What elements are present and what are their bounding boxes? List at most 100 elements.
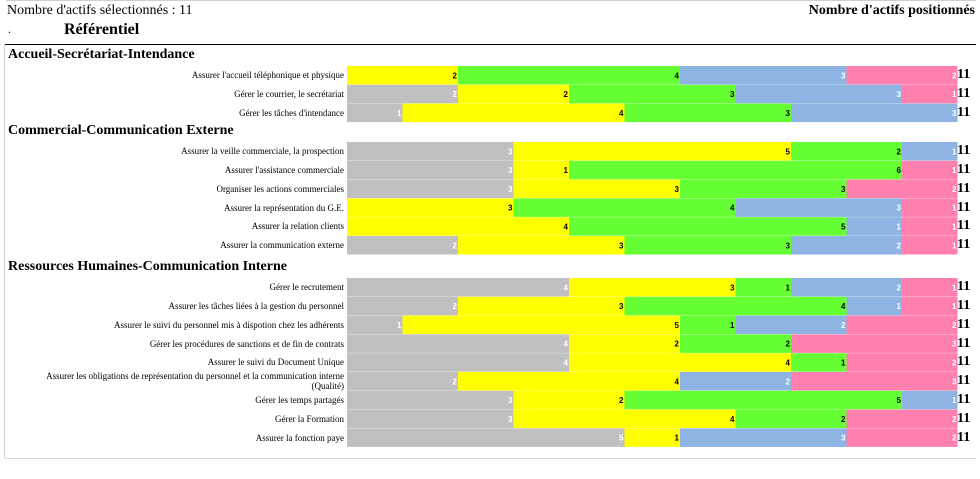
bar-segment-yellow <box>347 217 569 236</box>
value-label: 3 <box>508 396 513 405</box>
row-total: 11 <box>957 143 971 159</box>
row-label: Assurer le suivi du personnel mis à disp… <box>114 319 344 330</box>
bar-segment-gray <box>347 409 514 429</box>
bar-segment-blue <box>902 390 958 410</box>
bar-segment-yellow <box>513 160 569 180</box>
value-label: 3 <box>786 241 791 250</box>
value-label: 4 <box>564 340 569 349</box>
row-total: 11 <box>957 354 971 370</box>
value-label: 2 <box>897 241 902 250</box>
value-label: 2 <box>453 377 458 386</box>
value-label: 2 <box>952 321 957 330</box>
value-label: 3 <box>897 90 902 99</box>
bar-segment-yellow <box>458 84 569 104</box>
value-label: 2 <box>453 90 458 99</box>
bar-segment-yellow <box>569 334 680 353</box>
value-label: 4 <box>564 283 569 292</box>
value-label: 3 <box>841 185 846 194</box>
bar-segment-gray <box>347 315 403 335</box>
value-label: 1 <box>952 166 957 175</box>
row-total: 11 <box>957 298 971 314</box>
bar-segment-gray <box>347 142 514 161</box>
bar-segment-pink <box>902 278 958 297</box>
row-label: Gérer le courrier, le secrétariat <box>234 89 344 100</box>
row-total: 11 <box>957 218 971 234</box>
row-label: Gérer les procédures de sanctions et de … <box>149 338 344 349</box>
row-total: 11 <box>957 410 971 426</box>
value-label: 0 <box>342 222 347 231</box>
bar-segment-yellow <box>513 179 680 199</box>
bar-segment-green <box>680 179 847 199</box>
section-title: Ressources Humaines-Communication Intern… <box>8 259 287 274</box>
value-label: 2 <box>453 302 458 311</box>
top-rule <box>6 0 976 1</box>
value-label: 4 <box>564 358 569 367</box>
bar-segment-pink <box>902 84 958 104</box>
bar-segment-gray <box>347 353 569 372</box>
bar-segment-pink <box>902 198 958 217</box>
row-total: 11 <box>957 373 971 389</box>
bar-segment-green <box>624 236 791 255</box>
row-total: 11 <box>957 104 971 120</box>
bar-segment-blue <box>846 217 902 236</box>
value-label: 3 <box>730 90 735 99</box>
bar-segment-yellow <box>402 103 625 123</box>
bar-segment-gray <box>347 372 458 391</box>
value-label: 4 <box>730 415 735 424</box>
bar-segment-yellow <box>458 372 680 391</box>
value-label: 4 <box>564 222 569 231</box>
row-label: Assurer la communication externe <box>220 240 344 251</box>
value-label: 5 <box>675 321 680 330</box>
bar-segment-green <box>513 198 736 217</box>
value-label: 3 <box>841 71 846 80</box>
value-label: 1 <box>897 302 902 311</box>
row-label: Assurer l'assistance commerciale <box>224 165 344 176</box>
value-label: 3 <box>508 415 513 424</box>
value-label: 5 <box>786 147 791 156</box>
bar-segment-pink <box>846 179 958 199</box>
value-label: 2 <box>619 396 624 405</box>
row-total: 11 <box>957 86 971 102</box>
bar-segment-green <box>569 217 847 236</box>
value-label: 0 <box>342 71 347 80</box>
bar-segment-green <box>791 353 847 372</box>
value-label: 3 <box>786 109 791 118</box>
value-label: 2 <box>786 377 791 386</box>
bar-segment-gray <box>347 179 514 199</box>
bar-segment-gray <box>347 334 569 353</box>
value-label: 3 <box>952 109 957 118</box>
bar-segment-gray <box>347 278 569 297</box>
bar-segment-pink <box>846 66 958 85</box>
value-label: 1 <box>841 358 846 367</box>
row-label: Assurer la relation clients <box>251 221 344 232</box>
row-label: Assurer les obligations de représentatio… <box>46 371 344 392</box>
bar-segment-yellow <box>513 142 791 161</box>
value-label: 1 <box>786 283 791 292</box>
value-label: 2 <box>675 340 680 349</box>
header-divider <box>4 44 976 45</box>
bar-segment-pink <box>846 409 958 429</box>
bar-segment-green <box>624 103 791 123</box>
value-label: 3 <box>952 377 957 386</box>
value-label: 4 <box>619 109 624 118</box>
row-total: 11 <box>957 429 971 445</box>
row-label: Assurer la représentation du G.E. <box>224 202 344 213</box>
value-label: 3 <box>675 185 680 194</box>
bar-segment-green <box>791 142 902 161</box>
row-label: Assurer le suivi du Document Unique <box>207 357 344 368</box>
row-label: Gérer les temps partagés <box>255 395 344 406</box>
row-total: 11 <box>957 392 971 408</box>
value-label: 2 <box>786 340 791 349</box>
value-label: 1 <box>952 147 957 156</box>
bar-segment-pink <box>791 334 958 353</box>
value-label: 2 <box>952 71 957 80</box>
row-label: Assurer la fonction paye <box>255 432 344 443</box>
header-dot: . <box>8 22 11 36</box>
bar-segment-blue <box>902 142 958 161</box>
value-label: 3 <box>841 434 846 443</box>
row-label: Gérer le recrutement <box>269 282 344 293</box>
bar-segment-green <box>458 66 680 85</box>
bar-segment-blue <box>680 372 791 391</box>
positioned-count-label: Nombre d'actifs positionnés <box>808 3 975 18</box>
value-label: 6 <box>897 166 902 175</box>
